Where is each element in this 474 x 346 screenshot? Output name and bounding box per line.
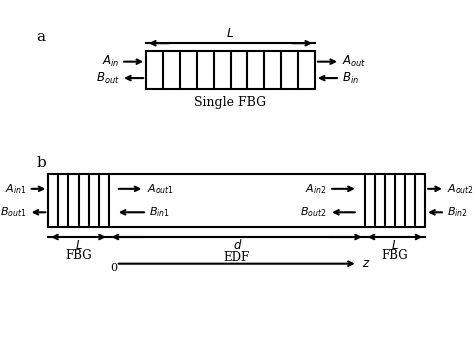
Text: L: L — [75, 239, 82, 252]
Text: Single FBG: Single FBG — [194, 95, 266, 109]
Text: FBG: FBG — [382, 249, 408, 263]
Text: $A_{out}$: $A_{out}$ — [342, 54, 366, 69]
Text: L: L — [392, 239, 398, 252]
Bar — [146, 51, 315, 89]
Text: $B_{in1}$: $B_{in1}$ — [149, 206, 170, 219]
Text: b: b — [36, 156, 46, 170]
Text: $A_{out1}$: $A_{out1}$ — [147, 182, 174, 196]
Text: FBG: FBG — [65, 249, 92, 263]
Text: EDF: EDF — [224, 251, 250, 264]
Text: $B_{out2}$: $B_{out2}$ — [300, 206, 327, 219]
Text: $A_{in}$: $A_{in}$ — [102, 54, 119, 69]
Text: L: L — [227, 27, 234, 40]
Text: $B_{out}$: $B_{out}$ — [96, 71, 119, 85]
Text: a: a — [36, 30, 46, 44]
Text: $A_{out2}$: $A_{out2}$ — [447, 182, 474, 196]
Text: $B_{in}$: $B_{in}$ — [342, 71, 359, 85]
Text: d: d — [233, 239, 240, 252]
Text: $B_{out1}$: $B_{out1}$ — [0, 206, 27, 219]
Text: $A_{in1}$: $A_{in1}$ — [5, 182, 27, 196]
Text: $A_{in2}$: $A_{in2}$ — [305, 182, 327, 196]
Text: z: z — [362, 257, 368, 270]
Text: $B_{in2}$: $B_{in2}$ — [447, 206, 467, 219]
Text: 0: 0 — [110, 263, 118, 273]
Bar — [48, 174, 425, 227]
